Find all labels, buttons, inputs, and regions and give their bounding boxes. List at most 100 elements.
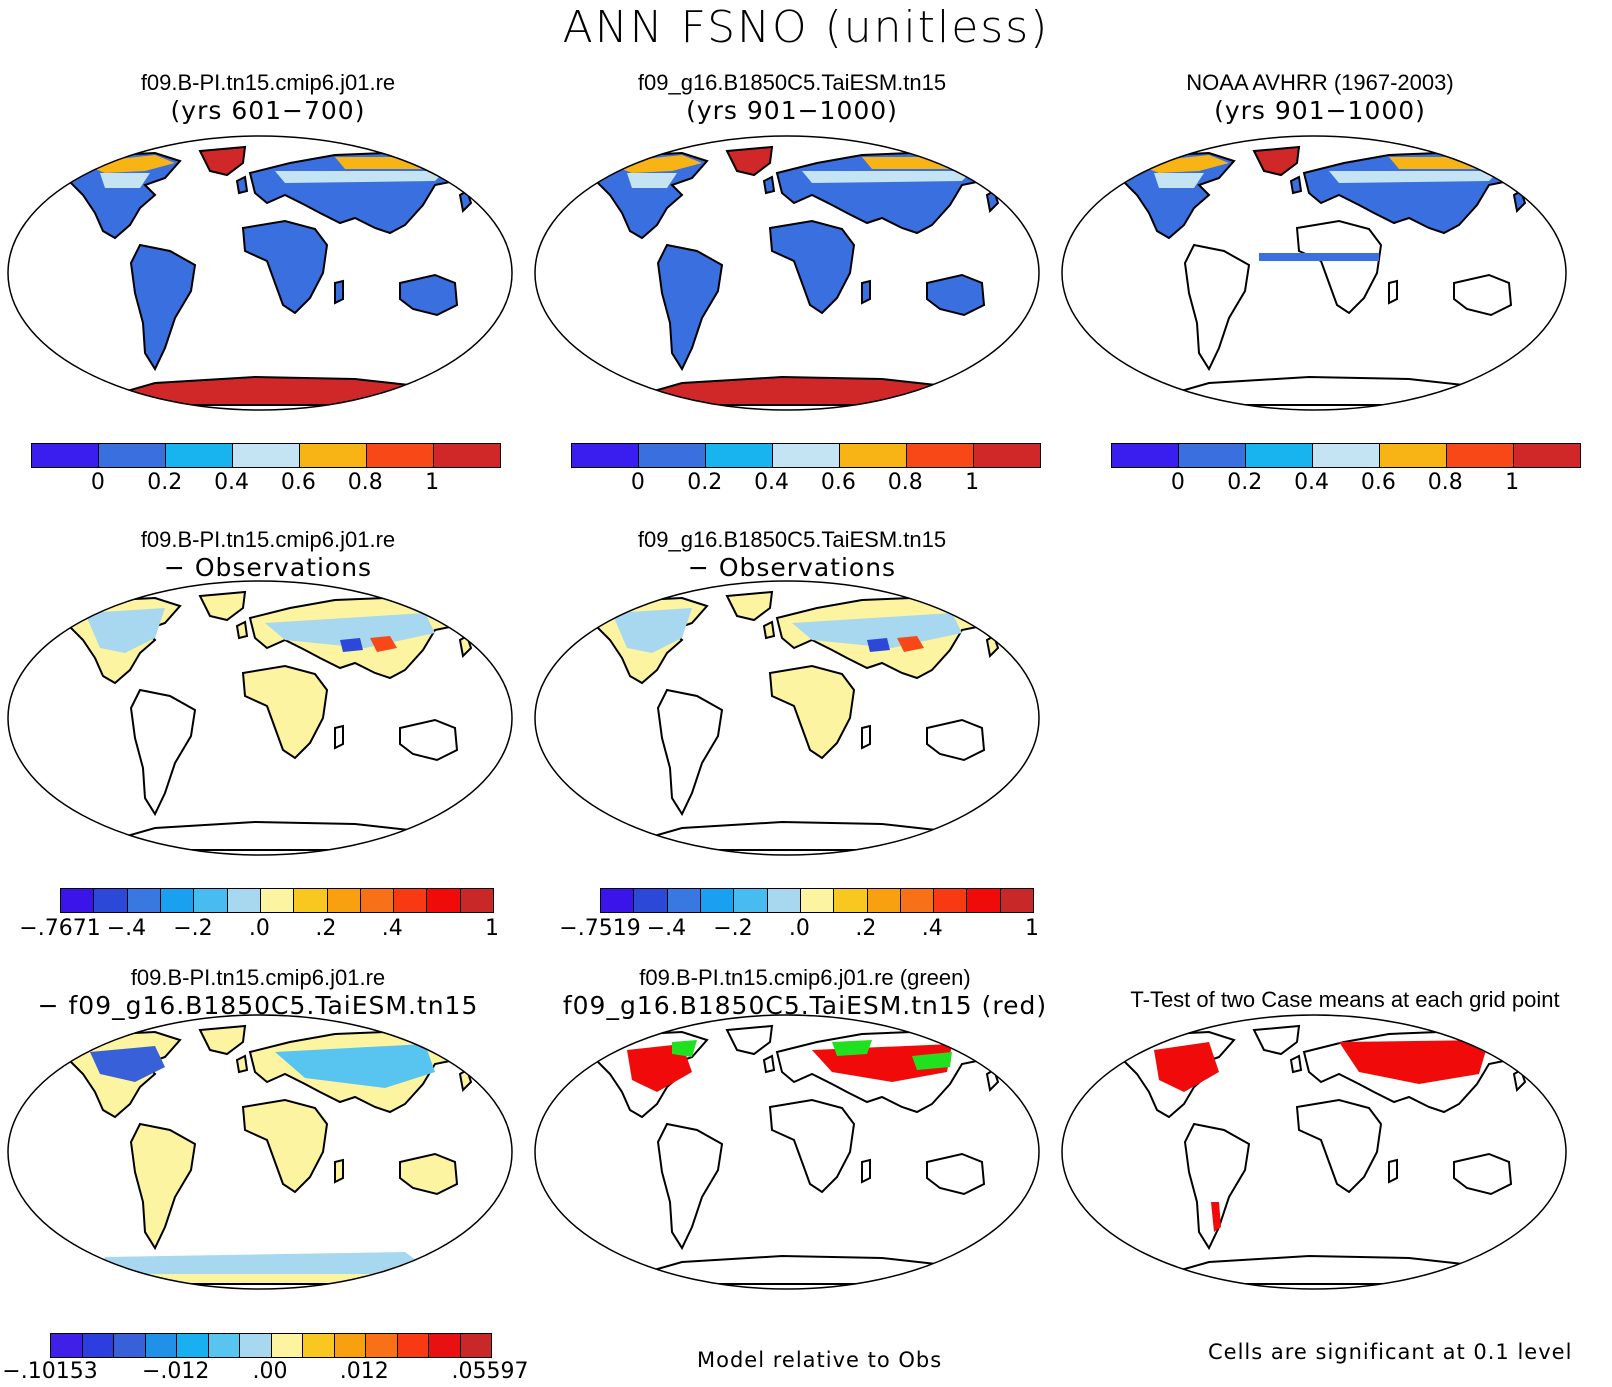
land-africa bbox=[241, 1098, 329, 1194]
land-australia bbox=[399, 718, 459, 762]
land-antarctica bbox=[571, 375, 1003, 406]
green-namerica bbox=[672, 1040, 697, 1057]
panel-title-line2: − Observations bbox=[163, 553, 373, 582]
colorbar-swatch bbox=[394, 889, 428, 912]
colorbar-swatch bbox=[260, 889, 295, 912]
colorbar-tick-label: 0.2 bbox=[1227, 470, 1263, 495]
land-greenland bbox=[198, 145, 247, 177]
map-panel-p5 bbox=[534, 580, 1040, 856]
colorbar-tick-label: 1 bbox=[1505, 470, 1520, 495]
land-australia bbox=[1453, 1152, 1513, 1196]
colorbar-tick-label: .4 bbox=[921, 916, 943, 941]
colorbar-tick-label: 0.6 bbox=[280, 470, 316, 495]
land-uk bbox=[235, 175, 249, 195]
diff-neg-himalaya bbox=[340, 638, 363, 652]
panel-title-p3: NOAA AVHRR (1967-2003) (yrs 901−1000) bbox=[1110, 70, 1530, 126]
land-greenland bbox=[198, 1024, 247, 1056]
colorbar-swatch bbox=[194, 889, 228, 912]
land-antarctica bbox=[571, 820, 1003, 851]
land-greenland bbox=[725, 590, 774, 622]
modeldiff-neg-eurasia bbox=[275, 1044, 435, 1088]
colorbar-swatch bbox=[734, 889, 768, 912]
land-australia bbox=[399, 1152, 459, 1196]
colorbar-tick-label: .4 bbox=[381, 916, 403, 941]
significance-note: Cells are significant at 0.1 level bbox=[1208, 1340, 1573, 1364]
colorbar-tick-label: −.012 bbox=[141, 1359, 210, 1384]
colorbar-swatch bbox=[429, 1334, 461, 1357]
colorbar-swatch bbox=[233, 444, 300, 467]
colorbar-tick-label: −.7519 bbox=[559, 916, 641, 941]
colorbar-swatch bbox=[294, 889, 328, 912]
colorbar-tick-label: 1 bbox=[485, 916, 499, 941]
land-greenland bbox=[725, 145, 774, 177]
colorbar-ticks-p4: −.7671 −.4 −.2 .0 .2 .4 1 bbox=[19, 916, 499, 944]
colorbar-swatch bbox=[271, 1334, 303, 1357]
colorbar-tick-label: 0.6 bbox=[1360, 470, 1396, 495]
colorbar-swatch bbox=[601, 889, 635, 912]
panel-title-line2: − Observations bbox=[687, 553, 897, 582]
panel-title-p5: f09_g16.B1850C5.TaiESM.tn15 − Observatio… bbox=[582, 527, 1002, 583]
colorbar-tick-label: 1 bbox=[425, 470, 440, 495]
colorbar-swatch bbox=[114, 1334, 146, 1357]
colorbar-swatch bbox=[1447, 444, 1514, 467]
panel-title-line1: NOAA AVHRR (1967-2003) bbox=[1186, 70, 1454, 95]
colorbar-swatch bbox=[706, 444, 773, 467]
land-uk bbox=[1289, 175, 1303, 195]
snow-mid-namerica bbox=[627, 173, 677, 188]
land-greenland bbox=[725, 1024, 774, 1056]
colorbar-tick-label: 0.6 bbox=[820, 470, 856, 495]
sig-patagonia bbox=[1211, 1202, 1221, 1232]
colorbar-tick-label: .0 bbox=[788, 916, 810, 941]
colorbar-tick-label: −.10153 bbox=[2, 1359, 98, 1384]
sig-eurasia bbox=[1339, 1040, 1489, 1084]
land-africa bbox=[768, 1098, 856, 1194]
panel-title-line1: f09.B-PI.tn15.cmip6.j01.re bbox=[140, 527, 396, 552]
land-australia bbox=[1453, 273, 1513, 317]
green-eurasia bbox=[832, 1040, 872, 1056]
land-australia bbox=[926, 718, 986, 762]
snow-high-namerica bbox=[80, 155, 175, 173]
colorbar-swatch bbox=[900, 889, 935, 912]
diff-neg-eurasia bbox=[792, 613, 962, 648]
colorbar-swatch bbox=[974, 444, 1040, 467]
colorbar-ticks-p6: −.10153 −.012 .00 .012 .05597 bbox=[2, 1359, 528, 1387]
land-australia bbox=[926, 273, 986, 317]
colorbar-ticks-p3: 0 0.2 0.4 0.6 0.8 1 bbox=[1111, 470, 1579, 498]
colorbar-tick-label: 0.2 bbox=[687, 470, 723, 495]
colorbar-swatch bbox=[1112, 444, 1179, 467]
land-madagascar bbox=[861, 724, 871, 750]
colorbar-swatch bbox=[460, 1334, 491, 1357]
modeldiff-neg-namerica bbox=[90, 1046, 165, 1082]
colorbar-p4 bbox=[60, 888, 494, 913]
land-madagascar bbox=[334, 724, 344, 750]
land-samerica bbox=[1183, 243, 1251, 372]
land-madagascar bbox=[334, 1158, 344, 1184]
land-uk bbox=[762, 620, 776, 640]
colorbar-tick-label: 0.4 bbox=[214, 470, 250, 495]
map-frame bbox=[1061, 135, 1567, 411]
colorbar-tick-label: −.4 bbox=[106, 916, 147, 941]
colorbar-tick-label: 1 bbox=[1025, 916, 1039, 941]
land-greenland bbox=[1252, 145, 1301, 177]
land-namerica bbox=[594, 151, 709, 240]
panel-title-line1: f09.B-PI.tn15.cmip6.j01.re (green) bbox=[639, 965, 971, 990]
land-samerica bbox=[129, 1122, 197, 1251]
colorbar-swatch bbox=[639, 444, 706, 467]
colorbar-p2 bbox=[571, 443, 1041, 468]
land-antarctica bbox=[571, 1254, 1003, 1285]
land-uk bbox=[762, 175, 776, 195]
colorbar-swatch bbox=[1179, 444, 1246, 467]
colorbar-swatch bbox=[907, 444, 974, 467]
green-siberia bbox=[912, 1052, 952, 1070]
colorbar-tick-label: 1 bbox=[965, 470, 980, 495]
snow-high-siberia bbox=[335, 157, 445, 169]
land-africa bbox=[241, 664, 329, 760]
diff-neg-namerica bbox=[85, 608, 165, 653]
figure-title: ANN FSNO (unitless) bbox=[562, 2, 1050, 53]
colorbar-tick-label: .00 bbox=[252, 1359, 288, 1384]
sig-namerica bbox=[1154, 1042, 1219, 1092]
colorbar-swatch bbox=[1000, 889, 1034, 912]
land-antarctica bbox=[1098, 375, 1530, 406]
snow-mid-eurasia bbox=[1329, 171, 1499, 183]
data-edge-band bbox=[1259, 253, 1379, 261]
